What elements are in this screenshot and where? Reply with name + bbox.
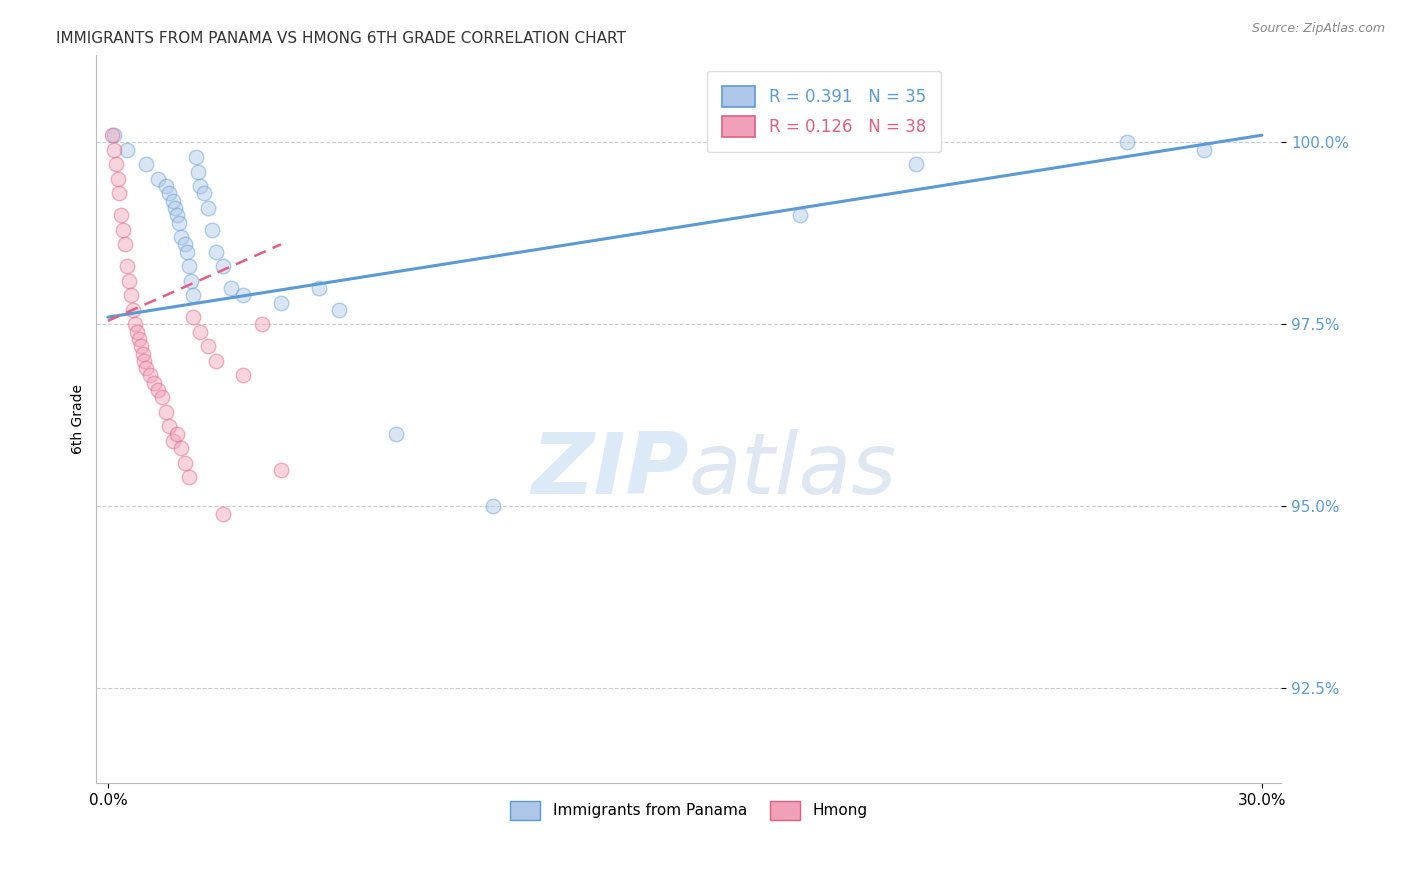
Point [134, 354, 156, 368]
Point [187, 164, 209, 178]
Point [177, 470, 200, 484]
Point [167, 216, 190, 230]
Point [146, 383, 169, 397]
Point [166, 426, 188, 441]
Point [166, 208, 188, 222]
Point [143, 376, 166, 390]
Point [103, 128, 125, 143]
Point [108, 186, 131, 201]
Point [481, 500, 503, 514]
Point [125, 325, 148, 339]
Point [118, 274, 141, 288]
Point [1116, 136, 1139, 150]
Point [159, 419, 181, 434]
Point [165, 201, 187, 215]
Point [1192, 143, 1215, 157]
Point [231, 288, 253, 302]
Point [115, 143, 138, 157]
Text: IMMIGRANTS FROM PANAMA VS HMONG 6TH GRADE CORRELATION CHART: IMMIGRANTS FROM PANAMA VS HMONG 6TH GRAD… [56, 31, 626, 46]
Point [112, 223, 135, 237]
Point [155, 179, 177, 194]
Point [270, 295, 292, 310]
Point [110, 208, 132, 222]
Point [789, 208, 811, 222]
Point [122, 302, 145, 317]
Point [162, 434, 184, 448]
Point [170, 441, 193, 455]
Y-axis label: 6th Grade: 6th Grade [72, 384, 86, 454]
Point [135, 157, 157, 171]
Point [107, 172, 129, 186]
Point [201, 223, 224, 237]
Point [231, 368, 253, 383]
Point [173, 237, 195, 252]
Point [212, 259, 235, 273]
Point [124, 318, 146, 332]
Point [250, 318, 273, 332]
Point [181, 310, 204, 325]
Point [159, 186, 181, 201]
Point [114, 237, 136, 252]
Point [173, 456, 195, 470]
Point [385, 426, 408, 441]
Point [188, 179, 211, 194]
Point [170, 230, 193, 244]
Point [197, 201, 219, 215]
Point [155, 405, 177, 419]
Point [150, 390, 173, 404]
Point [219, 281, 242, 295]
Legend: Immigrants from Panama, Hmong: Immigrants from Panama, Hmong [503, 795, 873, 826]
Point [270, 463, 292, 477]
Point [131, 346, 153, 360]
Point [308, 281, 330, 295]
Point [176, 244, 198, 259]
Point [139, 368, 162, 383]
Point [115, 259, 138, 273]
Point [904, 157, 927, 171]
Text: Source: ZipAtlas.com: Source: ZipAtlas.com [1251, 22, 1385, 36]
Point [212, 507, 235, 521]
Text: ZIP: ZIP [531, 428, 689, 511]
Point [177, 259, 200, 273]
Point [128, 332, 150, 346]
Point [129, 339, 152, 353]
Point [103, 143, 125, 157]
Point [328, 302, 350, 317]
Point [181, 288, 204, 302]
Point [193, 186, 215, 201]
Point [100, 128, 122, 143]
Point [162, 194, 184, 208]
Point [146, 172, 169, 186]
Point [204, 354, 226, 368]
Point [186, 150, 208, 164]
Point [180, 274, 202, 288]
Point [135, 361, 157, 376]
Point [104, 157, 127, 171]
Point [188, 325, 211, 339]
Point [204, 244, 226, 259]
Text: atlas: atlas [689, 428, 897, 511]
Point [120, 288, 142, 302]
Point [197, 339, 219, 353]
